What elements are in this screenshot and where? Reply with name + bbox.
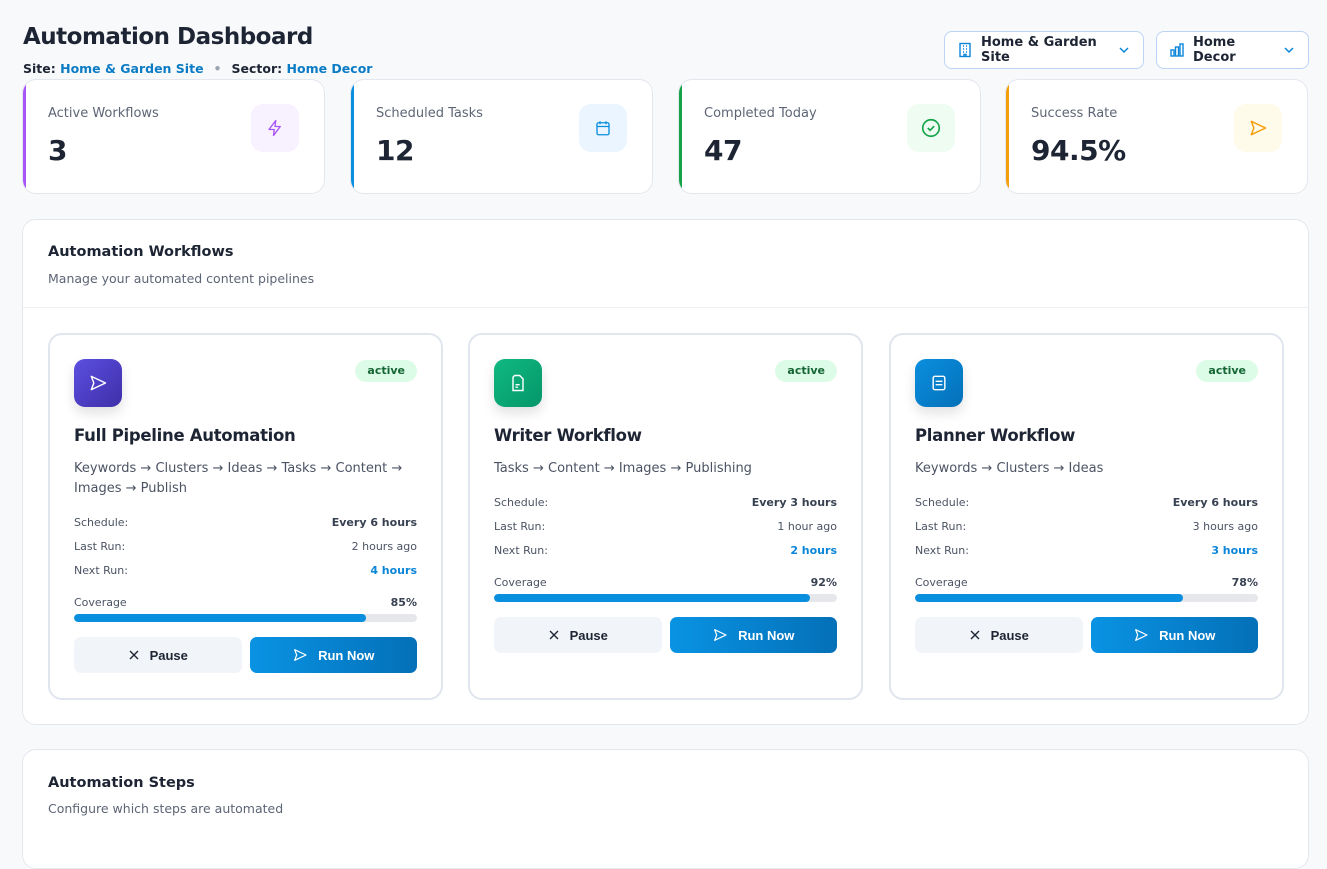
send-icon xyxy=(714,629,727,641)
stat-card-active-workflows: Active Workflows 3 xyxy=(22,79,325,194)
section-title: Automation Workflows xyxy=(48,244,234,260)
pause-button[interactable]: Pause xyxy=(494,617,662,653)
workflow-title: Planner Workflow xyxy=(915,426,1076,445)
coverage-progress-bar xyxy=(915,594,1258,602)
workflow-title: Writer Workflow xyxy=(494,426,642,445)
last-run-row: Last Run: 1 hour ago xyxy=(494,520,837,533)
stat-card-scheduled-tasks: Scheduled Tasks 12 xyxy=(350,79,653,194)
site-value: Home & Garden Site xyxy=(60,61,204,76)
run-now-button[interactable]: Run Now xyxy=(669,617,837,653)
coverage-progress-bar xyxy=(494,594,837,602)
workflow-card: active Writer Workflow Tasks → Content →… xyxy=(468,333,863,700)
check-circle-icon xyxy=(907,104,955,152)
schedule-row: Schedule: Every 3 hours xyxy=(494,496,837,509)
site-selector[interactable]: Home & Garden Site xyxy=(944,31,1144,69)
sector-value: Home Decor xyxy=(286,61,373,76)
status-badge: active xyxy=(775,360,837,382)
close-icon xyxy=(549,630,559,640)
divider xyxy=(23,307,1308,308)
coverage-fill xyxy=(74,614,366,622)
pause-button[interactable]: Pause xyxy=(915,617,1083,653)
chevron-down-icon xyxy=(1284,47,1294,54)
send-icon xyxy=(294,649,307,661)
status-badge: active xyxy=(1196,360,1258,382)
document-icon xyxy=(494,359,542,407)
next-run-row: Next Run: 4 hours xyxy=(74,564,417,577)
coverage-progress-bar xyxy=(74,614,417,622)
coverage-fill xyxy=(494,594,810,602)
next-run-row: Next Run: 2 hours xyxy=(494,544,837,557)
workflow-card: active Full Pipeline Automation Keywords… xyxy=(48,333,443,700)
chevron-down-icon xyxy=(1119,47,1129,54)
workflow-card: active Planner Workflow Keywords → Clust… xyxy=(889,333,1284,700)
coverage-row: Coverage 85% xyxy=(74,596,417,609)
send-icon xyxy=(74,359,122,407)
section-title: Automation Steps xyxy=(48,775,195,791)
page-title: Automation Dashboard xyxy=(23,24,313,50)
send-icon xyxy=(1234,104,1282,152)
workflow-title: Full Pipeline Automation xyxy=(74,426,296,445)
coverage-row: Coverage 92% xyxy=(494,576,837,589)
schedule-row: Schedule: Every 6 hours xyxy=(915,496,1258,509)
schedule-row: Schedule: Every 6 hours xyxy=(74,516,417,529)
run-now-button[interactable]: Run Now xyxy=(249,637,417,673)
list-icon xyxy=(915,359,963,407)
sector-selector[interactable]: Home Decor xyxy=(1156,31,1309,69)
workflow-description: Keywords → Clusters → Ideas xyxy=(915,461,1104,476)
context-line: Site: Home & Garden Site • Sector: Home De… xyxy=(23,61,373,76)
calendar-icon xyxy=(579,104,627,152)
bolt-icon xyxy=(251,104,299,152)
last-run-row: Last Run: 3 hours ago xyxy=(915,520,1258,533)
run-now-button[interactable]: Run Now xyxy=(1090,617,1258,653)
workflow-description: Tasks → Content → Images → Publishing xyxy=(494,461,752,476)
workflow-description: Keywords → Clusters → Ideas → Tasks → Co… xyxy=(74,461,403,496)
close-icon xyxy=(129,650,139,660)
bar-chart-icon xyxy=(1170,43,1184,57)
coverage-fill xyxy=(915,594,1183,602)
status-badge: active xyxy=(355,360,417,382)
send-icon xyxy=(1135,629,1148,641)
steps-panel: Automation Steps Configure which steps a… xyxy=(22,749,1309,869)
stat-card-success-rate: Success Rate 94.5% xyxy=(1005,79,1308,194)
next-run-row: Next Run: 3 hours xyxy=(915,544,1258,557)
stat-card-completed-today: Completed Today 47 xyxy=(678,79,981,194)
close-icon xyxy=(970,630,980,640)
pause-button[interactable]: Pause xyxy=(74,637,242,673)
section-subtitle: Manage your automated content pipelines xyxy=(48,271,315,286)
coverage-row: Coverage 78% xyxy=(915,576,1258,589)
section-subtitle: Configure which steps are automated xyxy=(48,801,284,816)
last-run-row: Last Run: 2 hours ago xyxy=(74,540,417,553)
building-icon xyxy=(959,42,971,58)
